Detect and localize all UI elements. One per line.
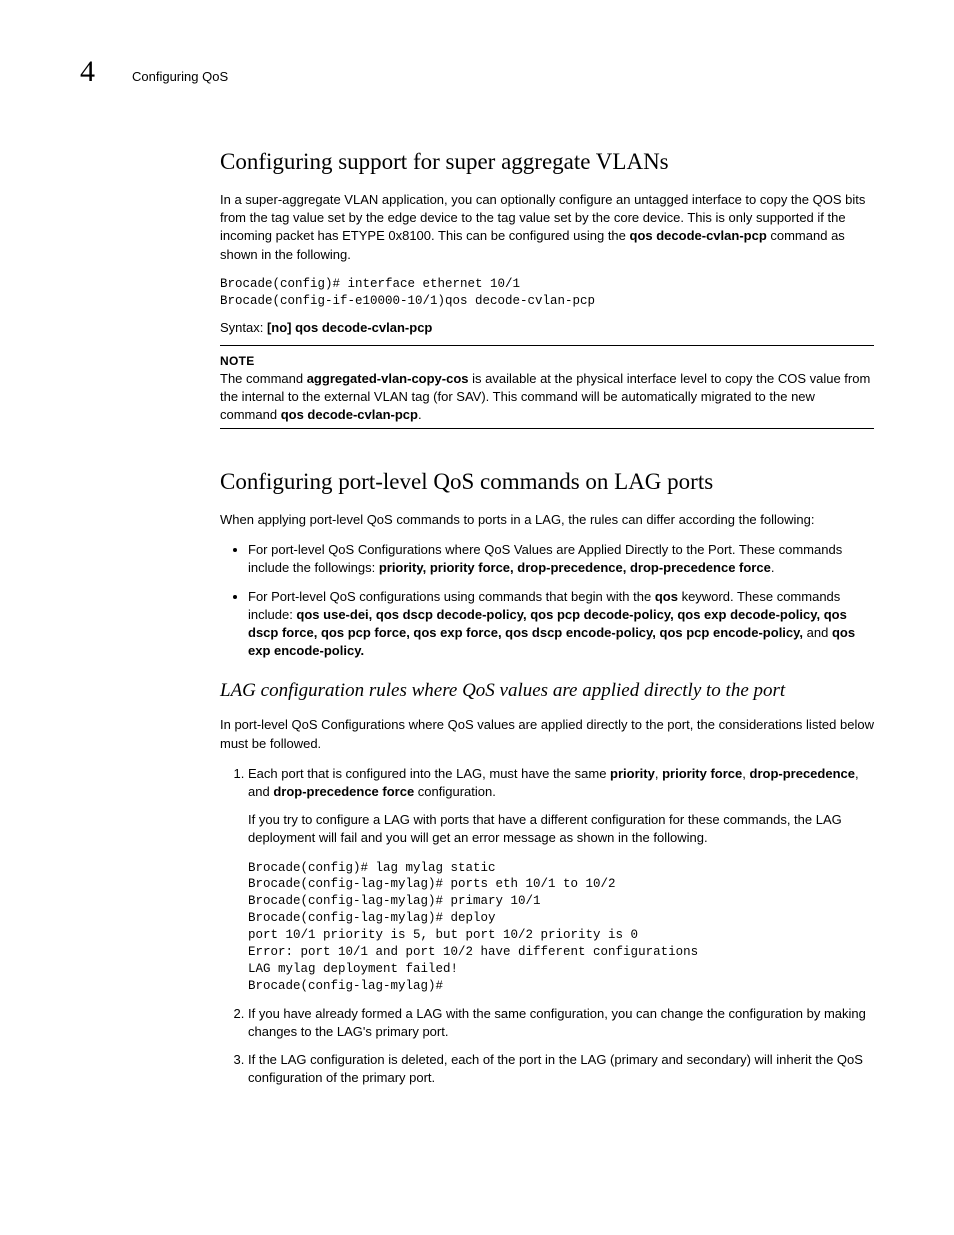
section-title-super-aggregate: Configuring support for super aggregate … (220, 149, 874, 175)
section-title-lag-ports: Configuring port-level QoS commands on L… (220, 469, 874, 495)
syntax-label: Syntax: (220, 320, 267, 335)
subsection-intro: In port-level QoS Configurations where Q… (220, 716, 874, 752)
text: , (742, 766, 749, 781)
text: The command (220, 371, 307, 386)
cmd-bold: priority (610, 766, 655, 781)
text: Each port that is configured into the LA… (248, 766, 610, 781)
note-body: The command aggregated-vlan-copy-cos is … (220, 370, 874, 425)
note-rule-top (220, 345, 874, 346)
syntax-line: Syntax: [no] qos decode-cvlan-pcp (220, 320, 874, 335)
text: . (418, 407, 422, 422)
cmd-bold: qos (655, 589, 678, 604)
breadcrumb: Configuring QoS (132, 69, 228, 84)
cmd-bold: aggregated-vlan-copy-cos (307, 371, 469, 386)
syntax-cmd: [no] qos decode-cvlan-pcp (267, 320, 432, 335)
bullet-list: For port-level QoS Configurations where … (220, 541, 874, 660)
list-item: If the LAG configuration is deleted, eac… (248, 1051, 874, 1087)
cmd-bold: qos use-dei, qos dscp decode-policy, qos… (248, 607, 847, 640)
numbered-list: Each port that is configured into the LA… (220, 765, 874, 1088)
list-item: For Port-level QoS configurations using … (248, 588, 874, 661)
page-content: Configuring support for super aggregate … (220, 149, 874, 1087)
list-item: For port-level QoS Configurations where … (248, 541, 874, 577)
code-block-2: Brocade(config)# lag mylag static Brocad… (248, 860, 874, 995)
cmd-bold: qos decode-cvlan-pcp (630, 228, 767, 243)
document-page: 4 Configuring QoS Configuring support fo… (0, 0, 954, 1235)
cmd-bold: priority, priority force, drop-precedenc… (379, 560, 771, 575)
cmd-bold: drop-precedence (750, 766, 855, 781)
section1-intro: In a super-aggregate VLAN application, y… (220, 191, 874, 264)
text: configuration. (414, 784, 496, 799)
list-item: If you have already formed a LAG with th… (248, 1005, 874, 1041)
text: For Port-level QoS configurations using … (248, 589, 655, 604)
cmd-bold: drop-precedence force (273, 784, 414, 799)
text: and (803, 625, 832, 640)
text: . (771, 560, 775, 575)
item1-subtext: If you try to configure a LAG with ports… (248, 811, 874, 847)
chapter-number: 4 (80, 55, 110, 89)
cmd-bold: qos decode-cvlan-pcp (281, 407, 418, 422)
cmd-bold: priority force (662, 766, 742, 781)
code-block-1: Brocade(config)# interface ethernet 10/1… (220, 276, 874, 310)
note-rule-bottom (220, 428, 874, 429)
note-title: NOTE (220, 354, 874, 368)
section2-intro: When applying port-level QoS commands to… (220, 511, 874, 529)
list-item: Each port that is configured into the LA… (248, 765, 874, 995)
page-header: 4 Configuring QoS (80, 55, 874, 89)
subsection-title-lag-rules: LAG configuration rules where QoS values… (220, 680, 874, 702)
text: , (655, 766, 662, 781)
